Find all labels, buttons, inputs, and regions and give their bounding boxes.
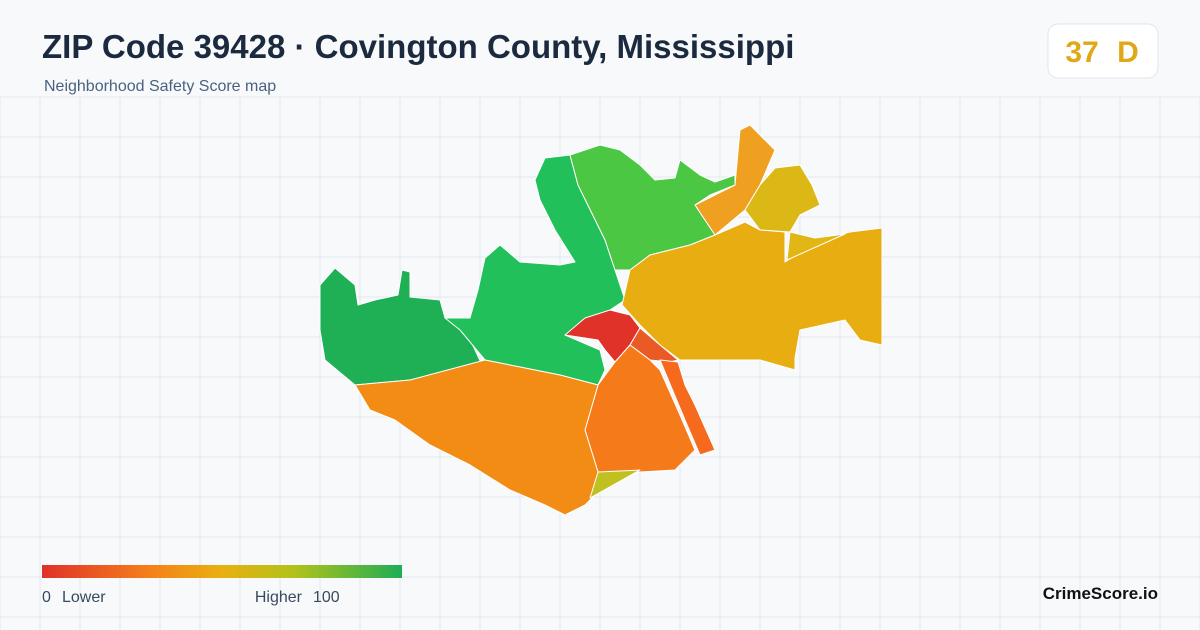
- region: [786, 231, 846, 261]
- region: [354, 359, 599, 516]
- brand: CrimeScore.io: [1043, 584, 1158, 603]
- region: [744, 164, 821, 233]
- region: [694, 124, 776, 236]
- region: [621, 221, 883, 371]
- legend-max-label: Higher: [255, 589, 303, 606]
- subtitle: Neighborhood Safety Score map: [44, 78, 276, 95]
- legend-max: 100: [313, 589, 340, 606]
- legend-min-label: Lower: [62, 589, 106, 606]
- grade: D: [1117, 36, 1139, 69]
- legend-min: 0: [42, 589, 51, 606]
- title: ZIP Code 39428 · Covington County, Missi…: [42, 28, 794, 65]
- region: [319, 267, 483, 386]
- score: 37: [1065, 36, 1098, 69]
- score-badge: [1047, 23, 1159, 79]
- region: [589, 469, 641, 499]
- legend-bar: [42, 565, 402, 578]
- map: [319, 124, 883, 516]
- region: [659, 359, 716, 456]
